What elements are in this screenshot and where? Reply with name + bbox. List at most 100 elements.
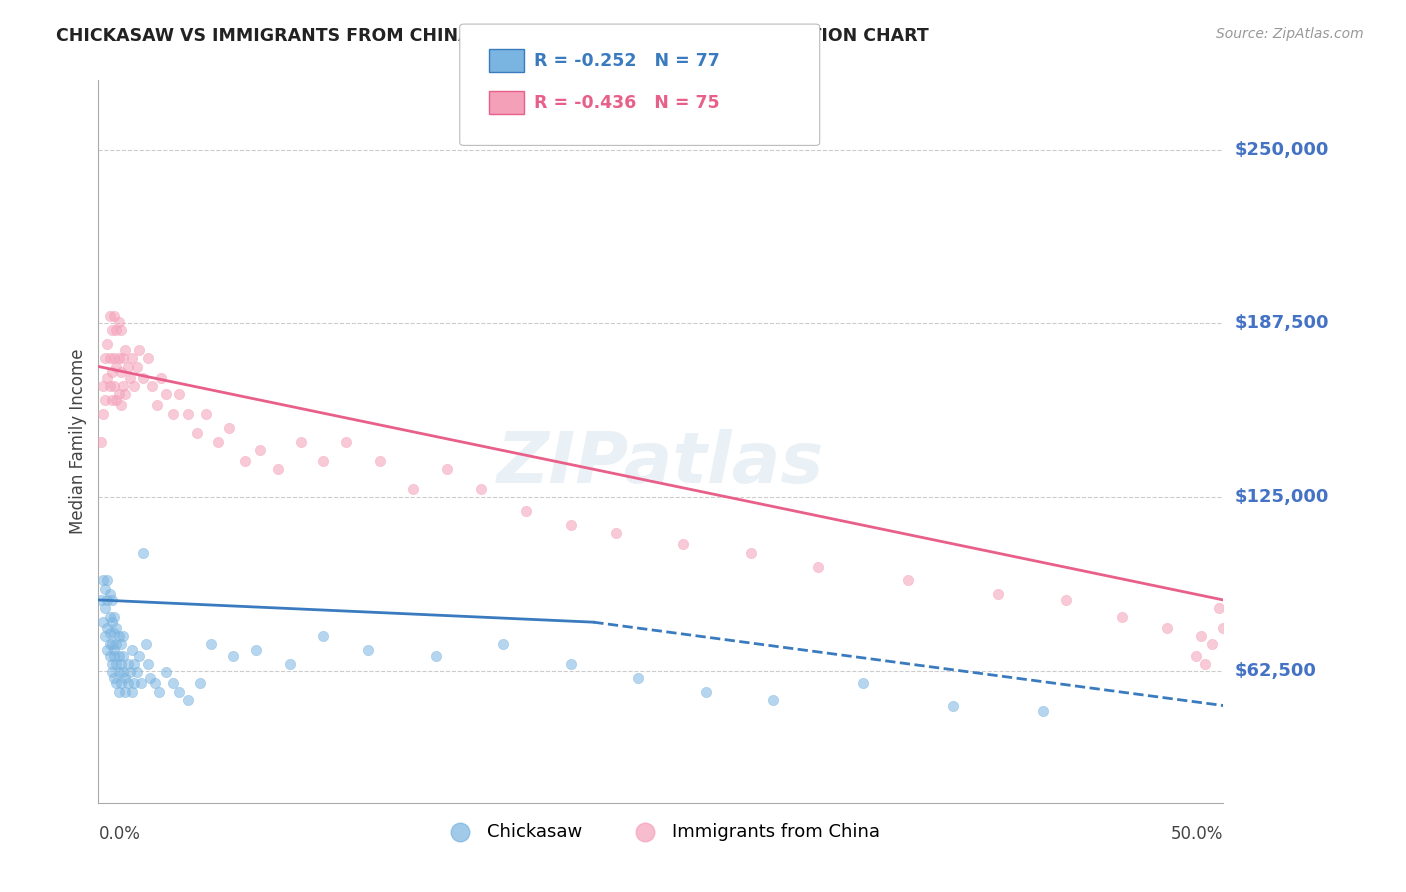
Point xyxy=(101,615,124,630)
Point xyxy=(101,593,124,607)
Point xyxy=(91,574,114,588)
Point xyxy=(143,676,166,690)
Point xyxy=(560,517,582,532)
Point xyxy=(107,665,129,680)
Point xyxy=(91,615,114,630)
Point xyxy=(98,648,121,663)
Point xyxy=(114,671,136,685)
Point xyxy=(103,310,125,324)
Point xyxy=(155,665,177,680)
Point xyxy=(107,684,129,698)
Point xyxy=(605,526,627,541)
Point xyxy=(98,637,121,651)
Point xyxy=(110,398,132,412)
Point xyxy=(162,407,184,421)
Point xyxy=(101,665,124,680)
Point xyxy=(105,657,128,671)
Point xyxy=(1111,609,1133,624)
Point xyxy=(105,621,128,635)
Text: $62,500: $62,500 xyxy=(1234,662,1316,680)
Point xyxy=(897,574,920,588)
Point xyxy=(218,420,240,434)
Point xyxy=(1189,629,1212,643)
Point xyxy=(278,657,301,671)
Point xyxy=(128,343,150,357)
Point xyxy=(101,365,124,379)
Point xyxy=(124,657,146,671)
Point xyxy=(96,621,118,635)
Point xyxy=(1201,637,1223,651)
Point xyxy=(98,626,121,640)
Point xyxy=(290,434,312,449)
Point xyxy=(312,629,335,643)
Point xyxy=(136,351,159,366)
Point xyxy=(96,370,118,384)
Point xyxy=(96,574,118,588)
Point xyxy=(436,462,458,476)
Point xyxy=(114,387,136,401)
Point xyxy=(103,643,125,657)
Point xyxy=(987,587,1010,601)
Point xyxy=(1032,704,1054,718)
Legend: Chickasaw, Immigrants from China: Chickasaw, Immigrants from China xyxy=(434,815,887,848)
Point xyxy=(852,676,875,690)
Point xyxy=(94,351,117,366)
Point xyxy=(121,684,143,698)
Point xyxy=(132,370,155,384)
Point xyxy=(90,593,112,607)
Point xyxy=(98,379,121,393)
Point xyxy=(121,351,143,366)
Point xyxy=(186,426,208,441)
Point xyxy=(169,387,191,401)
Point xyxy=(169,684,191,698)
Point xyxy=(740,546,762,560)
Point xyxy=(91,407,114,421)
Point xyxy=(136,657,159,671)
Point xyxy=(177,407,200,421)
Point xyxy=(357,643,380,657)
Point xyxy=(222,648,245,663)
Point xyxy=(112,629,135,643)
Point xyxy=(94,582,117,596)
Point xyxy=(96,337,118,351)
Point xyxy=(1185,648,1208,663)
Point xyxy=(107,351,129,366)
Point xyxy=(112,379,135,393)
Point xyxy=(110,637,132,651)
Point xyxy=(627,671,650,685)
Point xyxy=(96,593,118,607)
Point xyxy=(103,351,125,366)
Point xyxy=(124,379,146,393)
Point xyxy=(139,671,162,685)
Point xyxy=(101,392,124,407)
Point xyxy=(207,434,229,449)
Text: Source: ZipAtlas.com: Source: ZipAtlas.com xyxy=(1216,27,1364,41)
Point xyxy=(91,379,114,393)
Point xyxy=(101,323,124,337)
Point xyxy=(98,351,121,366)
Point xyxy=(560,657,582,671)
Point xyxy=(103,626,125,640)
Point xyxy=(245,643,267,657)
Point xyxy=(762,693,785,707)
Point xyxy=(402,482,425,496)
Point xyxy=(117,676,139,690)
Point xyxy=(128,648,150,663)
Point xyxy=(515,504,537,518)
Point xyxy=(312,454,335,468)
Point xyxy=(110,365,132,379)
Point xyxy=(94,629,117,643)
Point xyxy=(94,392,117,407)
Point xyxy=(105,392,128,407)
Point xyxy=(124,676,146,690)
Point xyxy=(101,657,124,671)
Point xyxy=(141,379,163,393)
Point xyxy=(105,359,128,374)
Point xyxy=(132,546,155,560)
Point xyxy=(150,370,173,384)
Text: ZIPatlas: ZIPatlas xyxy=(498,429,824,498)
Point xyxy=(695,684,717,698)
Text: $187,500: $187,500 xyxy=(1234,315,1329,333)
Point xyxy=(807,559,830,574)
Point xyxy=(162,676,184,690)
